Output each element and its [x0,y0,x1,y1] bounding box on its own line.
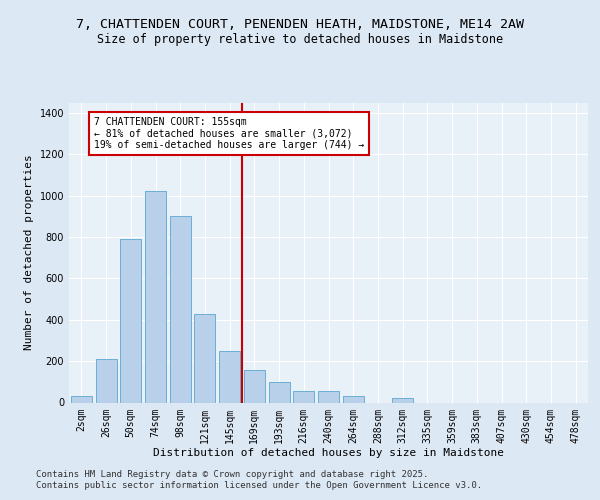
Bar [120,239,141,402]
Text: 7, CHATTENDEN COURT, PENENDEN HEATH, MAIDSTONE, ME14 2AW: 7, CHATTENDEN COURT, PENENDEN HEATH, MAI… [76,18,524,30]
Text: Size of property relative to detached houses in Maidstone: Size of property relative to detached ho… [97,32,503,46]
Bar [194,314,215,402]
Bar [170,216,191,402]
Text: Contains HM Land Registry data © Crown copyright and database right 2025.: Contains HM Land Registry data © Crown c… [36,470,428,479]
Bar [244,370,265,402]
X-axis label: Distribution of detached houses by size in Maidstone: Distribution of detached houses by size … [153,448,504,458]
Bar [95,359,116,403]
Y-axis label: Number of detached properties: Number of detached properties [24,154,34,350]
Text: Contains public sector information licensed under the Open Government Licence v3: Contains public sector information licen… [36,481,482,490]
Bar [343,396,364,402]
Bar [293,391,314,402]
Bar [219,351,240,403]
Bar [318,391,339,402]
Bar [269,382,290,402]
Text: 7 CHATTENDEN COURT: 155sqm
← 81% of detached houses are smaller (3,072)
19% of s: 7 CHATTENDEN COURT: 155sqm ← 81% of deta… [94,117,364,150]
Bar [145,192,166,402]
Bar [71,396,92,402]
Bar [392,398,413,402]
